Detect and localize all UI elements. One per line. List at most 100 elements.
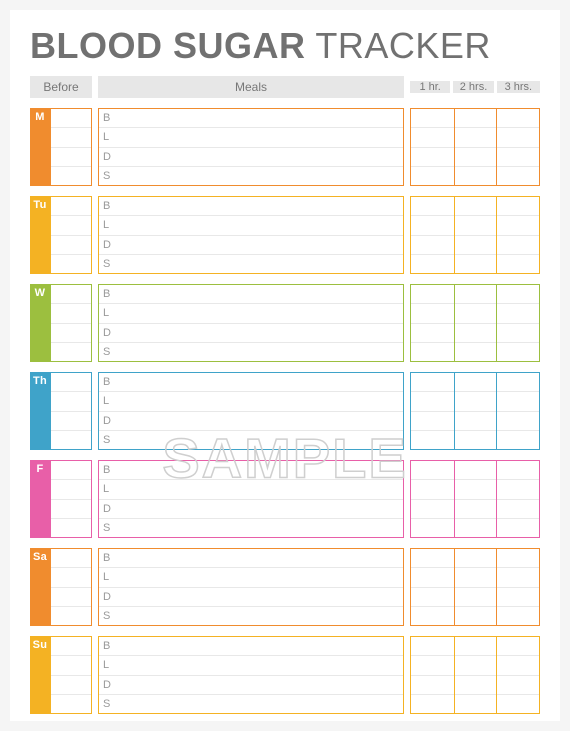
after-cell[interactable] xyxy=(497,500,539,519)
after-cell[interactable] xyxy=(497,167,539,185)
after-cell[interactable] xyxy=(455,304,497,323)
after-cell[interactable] xyxy=(411,216,454,235)
after-cell[interactable] xyxy=(497,695,539,713)
before-cell[interactable] xyxy=(51,197,91,216)
meal-row[interactable]: S xyxy=(99,607,403,625)
after-cell[interactable] xyxy=(411,637,454,656)
before-cell[interactable] xyxy=(51,392,91,411)
after-cell[interactable] xyxy=(497,285,539,304)
before-cell[interactable] xyxy=(51,480,91,499)
meal-row[interactable]: D xyxy=(99,324,403,343)
after-cell[interactable] xyxy=(455,519,497,537)
after-cell[interactable] xyxy=(411,695,454,713)
after-cell[interactable] xyxy=(455,255,497,273)
before-grid[interactable] xyxy=(50,372,92,450)
after-cell[interactable] xyxy=(411,392,454,411)
after-cell[interactable] xyxy=(497,607,539,625)
meal-row[interactable]: L xyxy=(99,304,403,323)
after-cell[interactable] xyxy=(455,568,497,587)
after-cell[interactable] xyxy=(455,676,497,695)
before-cell[interactable] xyxy=(51,236,91,255)
meal-row[interactable]: B xyxy=(99,109,403,128)
after-cell[interactable] xyxy=(497,568,539,587)
before-cell[interactable] xyxy=(51,216,91,235)
before-cell[interactable] xyxy=(51,695,91,713)
meal-row[interactable]: S xyxy=(99,343,403,361)
meals-column[interactable]: BLDS xyxy=(98,196,404,274)
after-column[interactable] xyxy=(410,372,540,450)
after-cell[interactable] xyxy=(497,480,539,499)
meal-row[interactable]: D xyxy=(99,676,403,695)
after-column[interactable] xyxy=(410,636,540,714)
after-cell[interactable] xyxy=(411,236,454,255)
after-cell[interactable] xyxy=(497,588,539,607)
before-cell[interactable] xyxy=(51,167,91,185)
before-cell[interactable] xyxy=(51,607,91,625)
after-cell[interactable] xyxy=(455,148,497,167)
after-cell[interactable] xyxy=(411,656,454,675)
after-cell[interactable] xyxy=(497,236,539,255)
after-cell[interactable] xyxy=(411,607,454,625)
after-cell[interactable] xyxy=(455,461,497,480)
after-cell[interactable] xyxy=(455,637,497,656)
meal-row[interactable]: D xyxy=(99,588,403,607)
after-cell[interactable] xyxy=(455,128,497,147)
meal-row[interactable]: D xyxy=(99,412,403,431)
meals-column[interactable]: BLDS xyxy=(98,372,404,450)
after-cell[interactable] xyxy=(497,656,539,675)
after-cell[interactable] xyxy=(411,167,454,185)
after-cell[interactable] xyxy=(455,392,497,411)
after-cell[interactable] xyxy=(455,656,497,675)
meals-column[interactable]: BLDS xyxy=(98,284,404,362)
before-cell[interactable] xyxy=(51,109,91,128)
meal-row[interactable]: S xyxy=(99,695,403,713)
before-cell[interactable] xyxy=(51,637,91,656)
after-cell[interactable] xyxy=(455,480,497,499)
after-cell[interactable] xyxy=(497,412,539,431)
after-cell[interactable] xyxy=(497,431,539,449)
after-cell[interactable] xyxy=(497,461,539,480)
before-cell[interactable] xyxy=(51,500,91,519)
meal-row[interactable]: L xyxy=(99,128,403,147)
meal-row[interactable]: L xyxy=(99,656,403,675)
before-grid[interactable] xyxy=(50,460,92,538)
before-cell[interactable] xyxy=(51,343,91,361)
meal-row[interactable]: D xyxy=(99,500,403,519)
meal-row[interactable]: S xyxy=(99,519,403,537)
after-cell[interactable] xyxy=(411,431,454,449)
after-cell[interactable] xyxy=(411,549,454,568)
after-cell[interactable] xyxy=(497,392,539,411)
after-cell[interactable] xyxy=(455,549,497,568)
after-cell[interactable] xyxy=(411,412,454,431)
before-cell[interactable] xyxy=(51,373,91,392)
before-cell[interactable] xyxy=(51,656,91,675)
after-column[interactable] xyxy=(410,284,540,362)
after-cell[interactable] xyxy=(455,109,497,128)
before-cell[interactable] xyxy=(51,568,91,587)
after-cell[interactable] xyxy=(497,304,539,323)
before-grid[interactable] xyxy=(50,108,92,186)
before-grid[interactable] xyxy=(50,548,92,626)
after-cell[interactable] xyxy=(455,695,497,713)
after-cell[interactable] xyxy=(497,148,539,167)
after-column[interactable] xyxy=(410,108,540,186)
before-grid[interactable] xyxy=(50,284,92,362)
meal-row[interactable]: L xyxy=(99,568,403,587)
after-cell[interactable] xyxy=(411,255,454,273)
after-cell[interactable] xyxy=(455,285,497,304)
before-cell[interactable] xyxy=(51,431,91,449)
meal-row[interactable]: D xyxy=(99,148,403,167)
after-cell[interactable] xyxy=(455,324,497,343)
after-cell[interactable] xyxy=(455,343,497,361)
meal-row[interactable]: L xyxy=(99,216,403,235)
meal-row[interactable]: D xyxy=(99,236,403,255)
after-cell[interactable] xyxy=(411,197,454,216)
meal-row[interactable]: B xyxy=(99,285,403,304)
after-column[interactable] xyxy=(410,460,540,538)
after-cell[interactable] xyxy=(497,343,539,361)
meal-row[interactable]: S xyxy=(99,255,403,273)
after-cell[interactable] xyxy=(411,461,454,480)
after-cell[interactable] xyxy=(455,373,497,392)
after-cell[interactable] xyxy=(455,431,497,449)
meal-row[interactable]: B xyxy=(99,549,403,568)
